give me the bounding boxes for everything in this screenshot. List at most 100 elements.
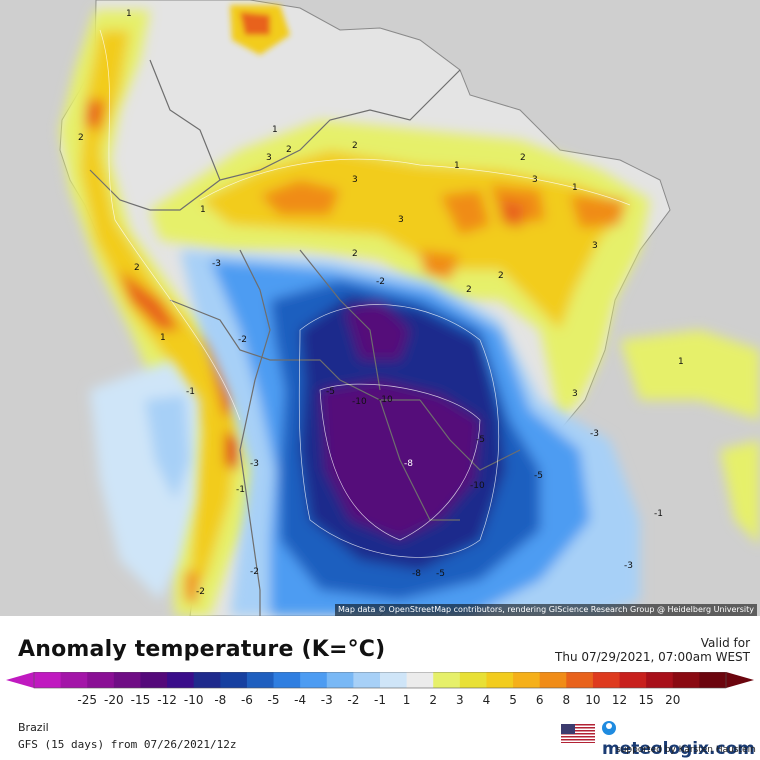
colorbar-tick-label: -25 (77, 693, 97, 707)
colorbar-swatch (566, 672, 594, 688)
meteologix-icon (602, 721, 616, 735)
brand-logo[interactable]: meteologix.com (602, 719, 760, 759)
contour-label: -1 (236, 485, 245, 495)
contour-label: -2 (250, 567, 259, 577)
contour-label: -2 (196, 587, 205, 597)
contour-label: 3 (532, 175, 538, 185)
colorbar-swatch (619, 672, 647, 688)
colorbar-tick-label: 4 (483, 693, 491, 707)
contour-label: 1 (454, 161, 460, 171)
contour-label: -3 (624, 561, 633, 571)
colorbar-swatch (220, 672, 248, 688)
contour-label: -5 (326, 387, 335, 397)
contour-label: 1 (572, 183, 578, 193)
colorbar-swatch (459, 672, 487, 688)
colorbar-swatch (113, 672, 141, 688)
colorbar-tick-label: 2 (429, 693, 437, 707)
contour-label: 3 (572, 389, 578, 399)
contour-label: 2 (286, 145, 292, 155)
contour-label: -10 (378, 395, 393, 405)
warm-anomaly-atlantic (620, 330, 760, 545)
colorbar-swatch (167, 672, 195, 688)
contour-label: 1 (160, 333, 166, 343)
colorbar-tick-label: -8 (214, 693, 226, 707)
cool-anomaly-pacific (90, 360, 200, 600)
colorbar-swatch (539, 672, 567, 688)
colorbar-frame (33, 672, 727, 689)
us-flag-icon (561, 724, 595, 743)
colorbar-swatch (406, 672, 434, 688)
contour-label: -8 (412, 569, 421, 579)
colorbar-tick-label: -2 (347, 693, 359, 707)
contour-label: -1 (654, 509, 663, 519)
contour-label: -8 (404, 459, 413, 469)
contour-label: 2 (352, 249, 358, 259)
colorbar-tick-label: -4 (294, 693, 306, 707)
contour-label: 3 (266, 153, 272, 163)
contour-label: 1 (272, 125, 278, 135)
colorbar-swatch (87, 672, 115, 688)
contour-label: 3 (592, 241, 598, 251)
colorbar-tick-label: -1 (374, 693, 386, 707)
colorbar-swatch (433, 672, 461, 688)
colorbar-tick-label: -15 (131, 693, 151, 707)
colorbar-swatch (353, 672, 381, 688)
contour-label: -5 (534, 471, 543, 481)
warm-anomaly-north-brazil (150, 120, 650, 420)
colorbar-swatch (699, 672, 727, 688)
colorbar-tick-label: -3 (321, 693, 333, 707)
contour-label: 2 (352, 141, 358, 151)
contour-label: -10 (470, 481, 485, 491)
temperature-anomaly-map: 1 2 3 2 3 1 2 3 2 3 2 1 3 2 1 1 2 1 2 3 … (0, 0, 760, 616)
contour-label: -3 (590, 429, 599, 439)
colorbar-tick-label: 1 (403, 693, 411, 707)
contour-labels: 1 2 3 2 3 1 2 3 2 3 2 1 3 2 1 1 2 1 2 3 … (78, 9, 684, 597)
colorbar-swatch (513, 672, 541, 688)
contour-label: -3 (250, 459, 259, 469)
contour-label: -5 (476, 435, 485, 445)
legend-title: Anomaly temperature (K=°C) (18, 637, 386, 662)
colorbar-tick-label: 15 (639, 693, 654, 707)
contour-label: 2 (78, 133, 84, 143)
colorbar-swatch (592, 672, 621, 688)
contour-label: 1 (200, 205, 206, 215)
colorbar-tick-label: 3 (456, 693, 464, 707)
colorbar-tick-label: 6 (536, 693, 544, 707)
model-run-label: GFS (15 days) from 07/26/2021/12z (18, 738, 237, 751)
colorbar-tick-label: -10 (184, 693, 204, 707)
warm-anomaly-venezuela (230, 5, 290, 55)
colorbar-swatch (326, 672, 354, 688)
contour-label: 3 (352, 175, 358, 185)
contour-label: 2 (466, 285, 472, 295)
colorbar-tick-label: 5 (509, 693, 517, 707)
colorbar-swatch (672, 672, 700, 688)
colorbar-swatch (300, 672, 328, 688)
contour-label: 1 (678, 357, 684, 367)
contour-label: 2 (520, 153, 526, 163)
colorbar-swatch (646, 672, 674, 688)
colorbar-tick-label: -12 (157, 693, 177, 707)
colorbar-swatch (34, 672, 62, 688)
colorbar-swatch (273, 672, 301, 688)
contour-label: 1 (126, 9, 132, 19)
colorbar-swatch (140, 672, 168, 688)
colorbar-tick-label: -6 (241, 693, 253, 707)
valid-date: Thu 07/29/2021, 07:00am WEST (555, 650, 750, 664)
colorbar-swatch (246, 672, 275, 688)
contour-label: -3 (212, 259, 221, 269)
colorbar-swatch (193, 672, 221, 688)
brand-name: meteologix.com (602, 739, 755, 759)
contour-label: 2 (134, 263, 140, 273)
colorbar-tick-label: 12 (612, 693, 627, 707)
contour-label: -5 (436, 569, 445, 579)
contour-label: -1 (186, 387, 195, 397)
region-label: Brazil (18, 721, 49, 734)
colorbar-tick-label: -5 (268, 693, 280, 707)
contour-label: -2 (238, 335, 247, 345)
contour-label: -2 (376, 277, 385, 287)
colorbar: -25 -20 -15 -12 -10 -8 -6 -5 -4 -3 -2 -1 1 2 3 4 5 6 8 10 12… (6, 672, 754, 707)
colorbar-swatch (486, 672, 514, 688)
contour-lines (99, 29, 631, 558)
contour-label: 3 (398, 215, 404, 225)
colorbar-tick-label: 8 (562, 693, 570, 707)
